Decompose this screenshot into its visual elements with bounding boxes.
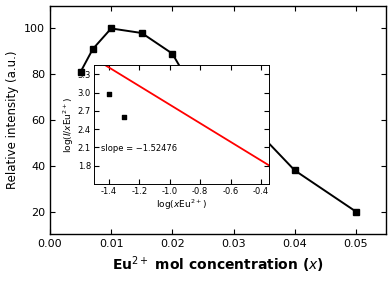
Y-axis label: Relative intensity (a.u.): Relative intensity (a.u.) — [5, 51, 18, 189]
X-axis label: Eu$^{2+}$ mol concentration ($x$): Eu$^{2+}$ mol concentration ($x$) — [113, 255, 324, 275]
